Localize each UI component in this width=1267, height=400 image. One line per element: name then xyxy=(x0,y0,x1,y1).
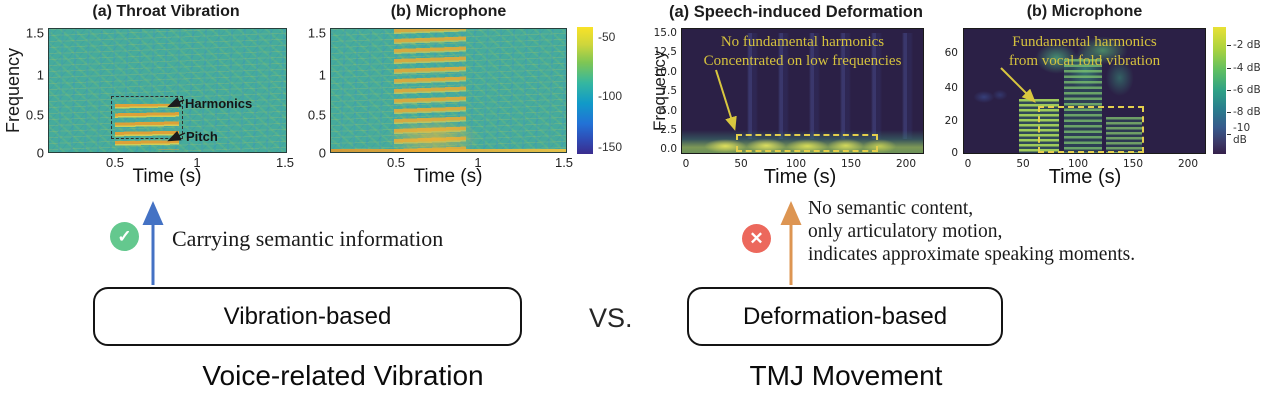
fundamental-harmonics-note-line1: Fundamental harmonics xyxy=(1012,34,1157,50)
left-plot-b-title: (b) Microphone xyxy=(390,3,507,20)
left-a-ytick: 1 xyxy=(36,67,44,83)
right-b-xtick: 100 xyxy=(1067,158,1089,170)
right-b-ytick: 60 xyxy=(944,47,958,59)
vibration-based-label: Vibration-based xyxy=(223,302,392,330)
left-a-xtick: 1 xyxy=(193,155,201,170)
left-b-ytick: 0 xyxy=(318,145,326,161)
no-harmonics-note: No fundamental harmonics Concentrated on… xyxy=(682,33,923,71)
left-b-ytick: 1 xyxy=(318,67,326,83)
right-caption-line2: only articulatory motion, xyxy=(808,221,1003,242)
deformation-based-box: Deformation-based xyxy=(687,287,1003,346)
low-band-dashed-box xyxy=(736,134,878,152)
check-icon: ✓ xyxy=(110,222,139,251)
right-a-ytick: 10.0 xyxy=(653,66,677,78)
harmonics-dashed-box-right xyxy=(1038,106,1144,153)
left-a-xlabel: Time (s) xyxy=(132,166,202,187)
right-caption: No semantic content, only articulatory m… xyxy=(808,197,1135,266)
fundamental-harmonics-note-line2: from vocal fold vibration xyxy=(1008,53,1161,69)
harmonics-annotation: Harmonics xyxy=(185,96,253,111)
right-plot-a-title: (a) Speech-induced Deformation xyxy=(669,3,923,21)
left-a-xtick: 1.5 xyxy=(275,155,295,170)
cross-glyph: ✕ xyxy=(749,228,764,248)
tmj-movement-label: TMJ Movement xyxy=(749,360,943,391)
colorbar-right-label: -4 dB xyxy=(1233,62,1261,74)
cross-icon: ✕ xyxy=(742,224,771,253)
left-b-ytick: 1.5 xyxy=(307,25,326,41)
no-harmonics-note-line2: Concentrated on low frequencies xyxy=(703,53,902,69)
left-a-ytick: 0.5 xyxy=(25,107,44,123)
microphone-spectrogram-left xyxy=(330,28,567,153)
left-b-xtick: 0.5 xyxy=(386,155,406,170)
right-a-ytick: 12.5 xyxy=(653,46,677,58)
right-b-ytick: 40 xyxy=(944,82,958,94)
right-a-xtick: 150 xyxy=(840,158,862,170)
left-a-xtick: 0.5 xyxy=(105,155,125,170)
right-b-xtick: 50 xyxy=(1016,158,1030,170)
colorbar-left-label: -50 xyxy=(598,30,616,44)
pitch-annotation: Pitch xyxy=(186,129,218,144)
harmonic-stripe-column-3 xyxy=(1106,117,1142,153)
left-b-xlabel: Time (s) xyxy=(413,166,483,187)
harmonic-stripes xyxy=(115,104,179,150)
left-b-xtick: 1.5 xyxy=(554,155,574,170)
left-faint-blobs xyxy=(968,87,1008,107)
right-a-xtick: 50 xyxy=(734,158,748,170)
voice-related-vibration-label: Voice-related Vibration xyxy=(202,360,484,391)
colorbar-tick xyxy=(1227,90,1231,91)
right-a-xtick: 0 xyxy=(682,158,690,170)
colorbar-left-label: -150 xyxy=(598,140,623,154)
right-a-xlabel: Time (s) xyxy=(763,166,837,188)
left-b-xtick: 1 xyxy=(474,155,482,170)
colorbar-tick xyxy=(1227,112,1231,113)
right-a-ytick: 2.5 xyxy=(660,124,677,136)
colorbar-left-label: -100 xyxy=(598,89,623,103)
colorbar-tick xyxy=(1227,134,1231,135)
vertical-streaks xyxy=(737,33,922,139)
speech-induced-deformation-spectrogram: No fundamental harmonics Concentrated on… xyxy=(681,28,924,154)
right-b-ytick: 0 xyxy=(951,147,958,159)
throat-vibration-spectrogram xyxy=(48,28,287,153)
right-a-xtick: 100 xyxy=(785,158,807,170)
left-plot-a-title: (a) Throat Vibration xyxy=(92,3,240,20)
colorbar-right-label: -10 dB xyxy=(1233,122,1251,146)
left-a-ytick: 1.5 xyxy=(25,25,44,41)
colorbar-right-label: -2 dB xyxy=(1233,39,1261,51)
colorbar-tick xyxy=(1227,45,1231,46)
right-a-xtick: 200 xyxy=(895,158,917,170)
right-caption-line3: indicates approximate speaking moments. xyxy=(808,244,1136,265)
right-b-xtick: 0 xyxy=(964,158,972,170)
colorbar-right-label: -8 dB xyxy=(1233,106,1261,118)
colorbar-tick xyxy=(1227,68,1231,69)
right-b-ytick: 20 xyxy=(944,115,958,127)
right-b-xtick: 150 xyxy=(1122,158,1144,170)
check-glyph: ✓ xyxy=(117,226,132,246)
left-b-ytick: 0.5 xyxy=(307,107,326,123)
microphone-spectrogram-right: Fundamental harmonics from vocal fold vi… xyxy=(963,28,1206,154)
left-a-ytick: 0 xyxy=(36,145,44,161)
right-a-ytick: 0.0 xyxy=(660,143,677,155)
left-plot-a-ylabel: Frequency xyxy=(3,47,23,134)
right-a-ytick: 5.0 xyxy=(660,105,677,117)
vibration-based-box: Vibration-based xyxy=(93,287,522,346)
deformation-based-label: Deformation-based xyxy=(742,302,948,330)
right-a-ytick: 15.0 xyxy=(653,27,677,39)
right-b-xtick: 200 xyxy=(1177,158,1199,170)
right-plot-b-title: (b) Microphone xyxy=(1026,3,1143,20)
harmonics-dashed-box xyxy=(111,96,183,139)
baseline-band xyxy=(331,149,566,152)
vs-label: VS. xyxy=(589,303,633,333)
right-a-ytick: 7.5 xyxy=(660,85,677,97)
colorbar-right xyxy=(1213,27,1226,154)
fundamental-harmonics-note: Fundamental harmonics from vocal fold vi… xyxy=(964,33,1205,71)
right-b-xlabel: Time (s) xyxy=(1048,166,1122,188)
colorbar-left xyxy=(577,27,593,154)
colorbar-right-label: -6 dB xyxy=(1233,84,1261,96)
left-caption: Carrying semantic information xyxy=(172,226,444,251)
no-harmonics-note-line1: No fundamental harmonics xyxy=(720,34,885,50)
low-frequency-glow xyxy=(376,107,491,151)
right-caption-line1: No semantic content, xyxy=(808,198,974,219)
